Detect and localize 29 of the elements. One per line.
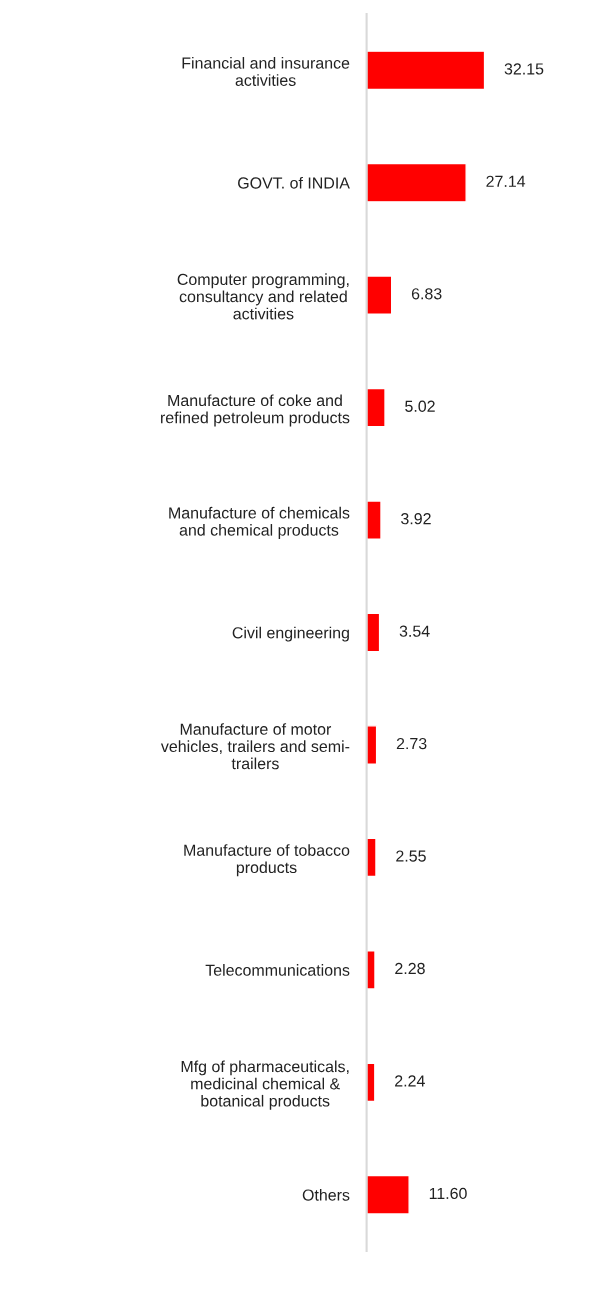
data-label: 3.92: [401, 513, 431, 525]
y-tick-label: Manufacture of tobacco products: [184, 844, 350, 877]
bar: [366, 387, 386, 428]
data-label: 2.73: [396, 737, 427, 750]
bar: [366, 275, 393, 315]
data-label: 2.24: [395, 1075, 425, 1087]
data-label: 3.54: [399, 625, 430, 637]
data-label: 6.83: [411, 288, 442, 300]
data-label: 2.55: [396, 850, 426, 862]
bar: [366, 950, 376, 990]
data-label: 5.02: [405, 400, 435, 412]
data-label: 32.15: [504, 63, 544, 75]
y-tick-label: Others: [302, 1188, 350, 1201]
y-tick-label: Manufacture of coke and refined petroleum products: [161, 394, 350, 427]
bar: [366, 1174, 410, 1215]
data-label: 2.28: [395, 962, 425, 975]
data-label: 27.14: [486, 175, 526, 187]
y-tick-label: Computer programming, consultancy and related activities: [177, 273, 349, 320]
y-tick-label: Telecommunications: [205, 964, 350, 976]
y-tick-label: Financial and insurance activities: [182, 57, 350, 86]
bar: [366, 500, 382, 540]
y-tick-label: Mfg of pharmaceuticals, medicinal chemical & botanical products: [181, 1060, 349, 1110]
bar: [366, 162, 467, 203]
y-tick-label: GOVT. of INDIA: [238, 176, 350, 189]
data-label: 11.60: [429, 1187, 467, 1200]
y-tick-label: Manufacture of motor vehicles, trailers and semi- trailers: [160, 723, 350, 770]
y-tick-label: Manufacture of chemicals and chemical products: [169, 506, 350, 539]
bar: [366, 50, 486, 91]
y-tick-label: Civil engineering: [232, 626, 349, 642]
